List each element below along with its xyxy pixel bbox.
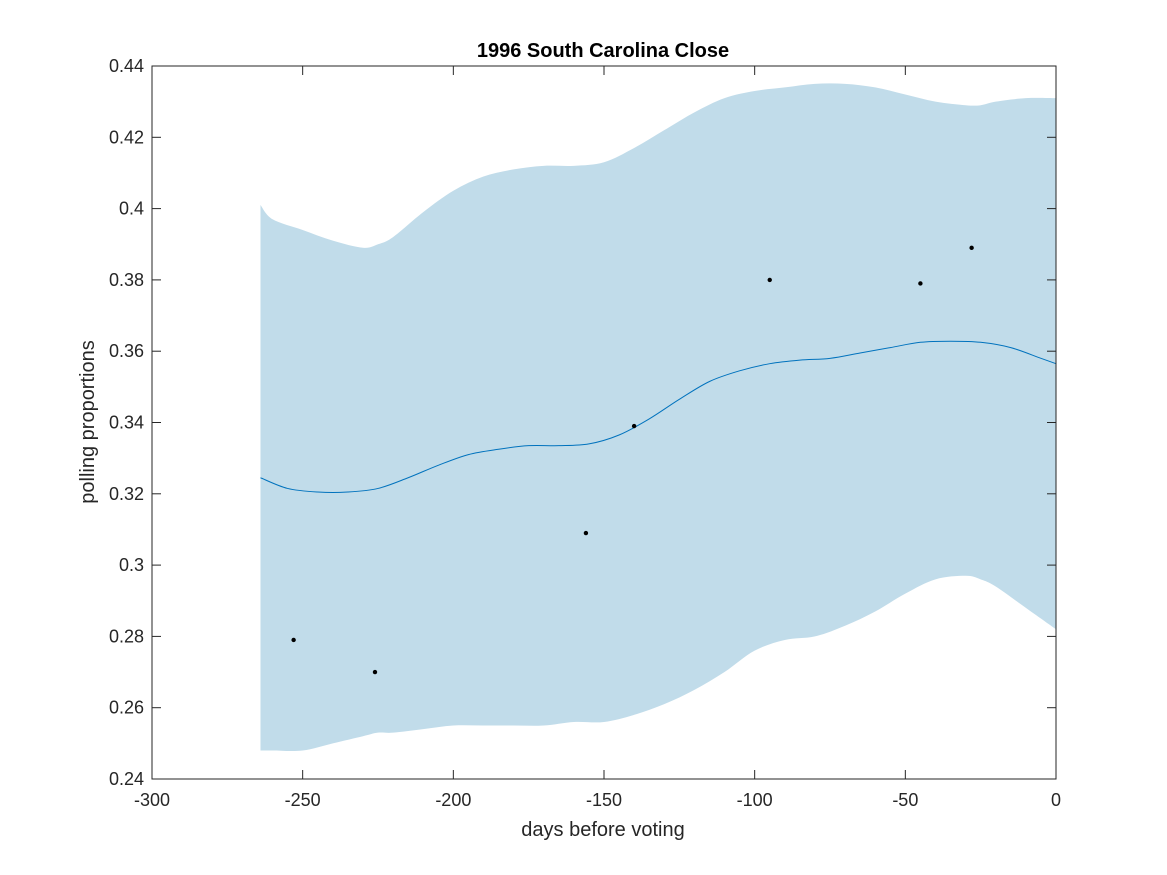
x-tick-label: -100 [737, 790, 773, 810]
y-tick-label: 0.38 [109, 270, 144, 290]
x-tick-label: -300 [134, 790, 170, 810]
poll-point [631, 423, 637, 429]
y-tick-label: 0.28 [109, 626, 144, 646]
poll-point [372, 669, 378, 675]
x-tick-label: -50 [892, 790, 918, 810]
y-tick-label: 0.36 [109, 341, 144, 361]
x-tick-label: -150 [586, 790, 622, 810]
y-tick-label: 0.44 [109, 56, 144, 76]
x-axis-label: days before voting [521, 819, 684, 841]
y-axis-label: polling proportions [77, 340, 99, 503]
y-tick-label: 0.3 [119, 555, 144, 575]
x-tick-label: -200 [435, 790, 471, 810]
poll-point [767, 277, 772, 283]
y-tick-label: 0.34 [109, 413, 144, 433]
poll-point [291, 637, 296, 643]
y-tick-label: 0.4 [119, 199, 144, 219]
chart-title: 1996 South Carolina Close [477, 40, 729, 62]
y-tick-label: 0.26 [109, 698, 144, 718]
y-tick-label: 0.42 [109, 127, 144, 147]
poll-point [969, 245, 974, 251]
poll-point [583, 530, 589, 536]
y-tick-label: 0.24 [109, 769, 144, 789]
y-axis-ticks: 0.24 0.26 0.28 0.3 0.32 0.34 0.36 0.38 0.4 0.42 0.… [109, 56, 1056, 789]
x-tick-label: -250 [285, 790, 321, 810]
mean-trend-line [260, 340, 1057, 493]
y-tick-label: 0.32 [109, 484, 144, 504]
poll-point [918, 281, 923, 286]
x-tick-label: 0 [1051, 790, 1061, 810]
confidence-band [260, 83, 1057, 752]
x-axis-ticks: -300 -250 -200 -150 -100 -50 0 [134, 66, 1061, 810]
poll-points [291, 245, 974, 675]
